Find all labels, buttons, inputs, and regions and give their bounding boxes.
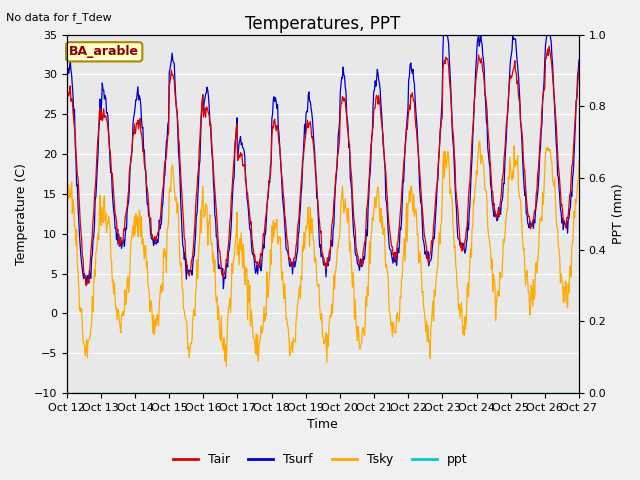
- Legend: Tair, Tsurf, Tsky, ppt: Tair, Tsurf, Tsky, ppt: [168, 448, 472, 471]
- Title: Temperatures, PPT: Temperatures, PPT: [245, 15, 401, 33]
- Text: No data for f_Tdew: No data for f_Tdew: [6, 12, 112, 23]
- Text: BA_arable: BA_arable: [69, 45, 140, 58]
- Y-axis label: PPT (mm): PPT (mm): [612, 183, 625, 244]
- X-axis label: Time: Time: [307, 419, 338, 432]
- Y-axis label: Temperature (C): Temperature (C): [15, 163, 28, 265]
